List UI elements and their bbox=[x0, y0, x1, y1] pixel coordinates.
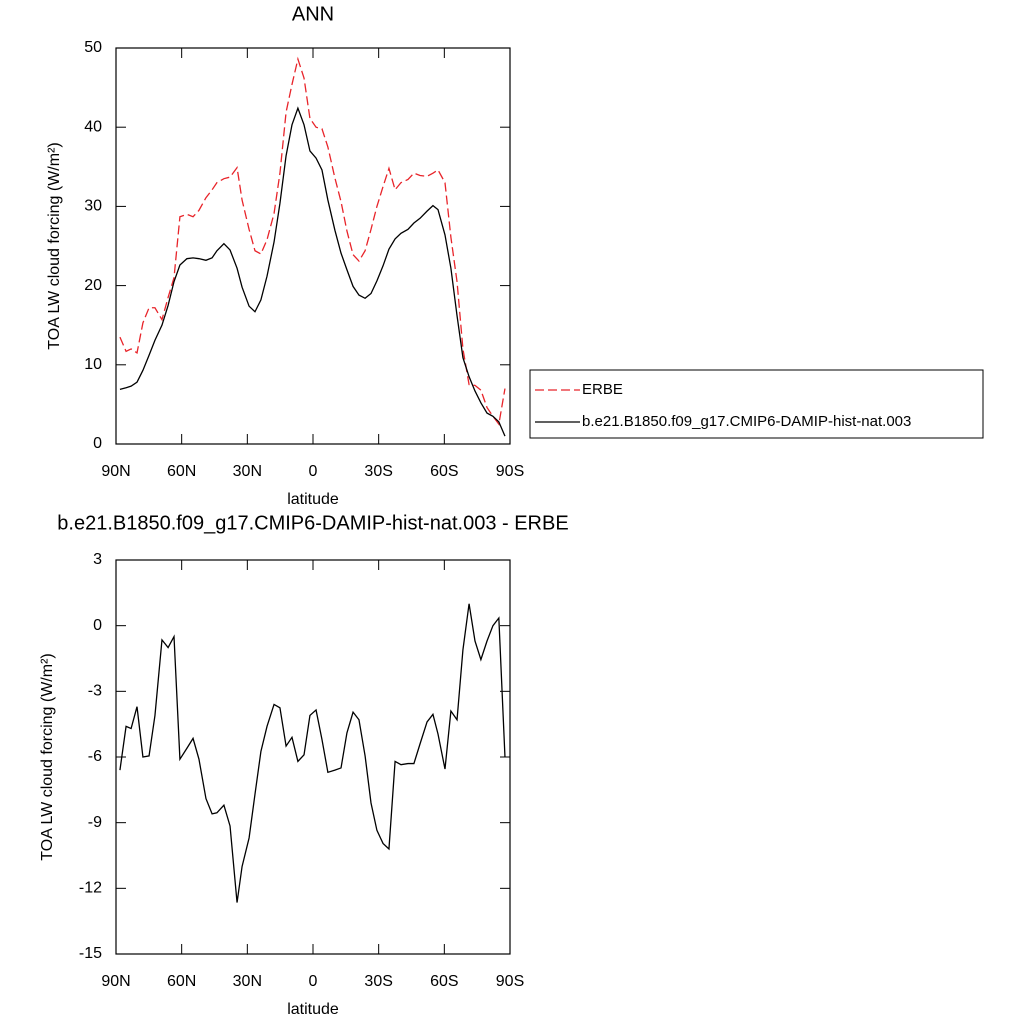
line-series bbox=[119, 106, 506, 437]
y-tick-label: 0 bbox=[93, 617, 102, 634]
y-tick-label: 3 bbox=[93, 551, 102, 568]
y-tick-label: 30 bbox=[84, 198, 102, 215]
chart-title: ANN bbox=[292, 3, 334, 25]
x-tick-label: 0 bbox=[309, 463, 318, 480]
y-tick-label: 20 bbox=[84, 277, 102, 294]
line-series bbox=[119, 56, 506, 426]
y-tick-label: -6 bbox=[88, 748, 102, 765]
line-series bbox=[119, 603, 506, 903]
x-tick-label: 90S bbox=[496, 463, 524, 480]
y-tick-label: 0 bbox=[93, 435, 102, 452]
y-tick-label: -12 bbox=[79, 880, 102, 897]
x-tick-label: 90N bbox=[101, 973, 130, 990]
x-tick-label: 30N bbox=[233, 463, 262, 480]
x-tick-label: 60N bbox=[167, 463, 196, 480]
y-tick-label: -15 bbox=[79, 945, 102, 962]
x-tick-label: 30S bbox=[364, 973, 392, 990]
y-tick-label: 50 bbox=[84, 39, 102, 56]
y-tick-label: -9 bbox=[88, 814, 102, 831]
y-tick-label: -3 bbox=[88, 683, 102, 700]
x-axis-label: latitude bbox=[287, 1001, 339, 1018]
y-axis-label: TOA LW cloud forcing (W/m²) bbox=[39, 653, 56, 860]
x-tick-label: 30S bbox=[364, 463, 392, 480]
x-tick-label: 60S bbox=[430, 463, 458, 480]
x-tick-label: 90N bbox=[101, 463, 130, 480]
x-axis-label: latitude bbox=[287, 491, 339, 508]
plot-frame bbox=[115, 47, 511, 445]
x-tick-label: 60S bbox=[430, 973, 458, 990]
legend-label: ERBE bbox=[582, 381, 623, 398]
legend-box bbox=[529, 369, 984, 439]
y-tick-label: 10 bbox=[84, 356, 102, 373]
plot-frame bbox=[115, 559, 511, 955]
x-tick-label: 30N bbox=[233, 973, 262, 990]
x-tick-label: 0 bbox=[309, 973, 318, 990]
y-tick-label: 40 bbox=[84, 118, 102, 135]
legend-label: b.e21.B1850.f09_g17.CMIP6-DAMIP-hist-nat… bbox=[582, 413, 911, 430]
chart-title: b.e21.B1850.f09_g17.CMIP6-DAMIP-hist-nat… bbox=[57, 512, 568, 534]
y-axis-label: TOA LW cloud forcing (W/m²) bbox=[46, 142, 63, 349]
x-tick-label: 90S bbox=[496, 973, 524, 990]
x-tick-label: 60N bbox=[167, 973, 196, 990]
